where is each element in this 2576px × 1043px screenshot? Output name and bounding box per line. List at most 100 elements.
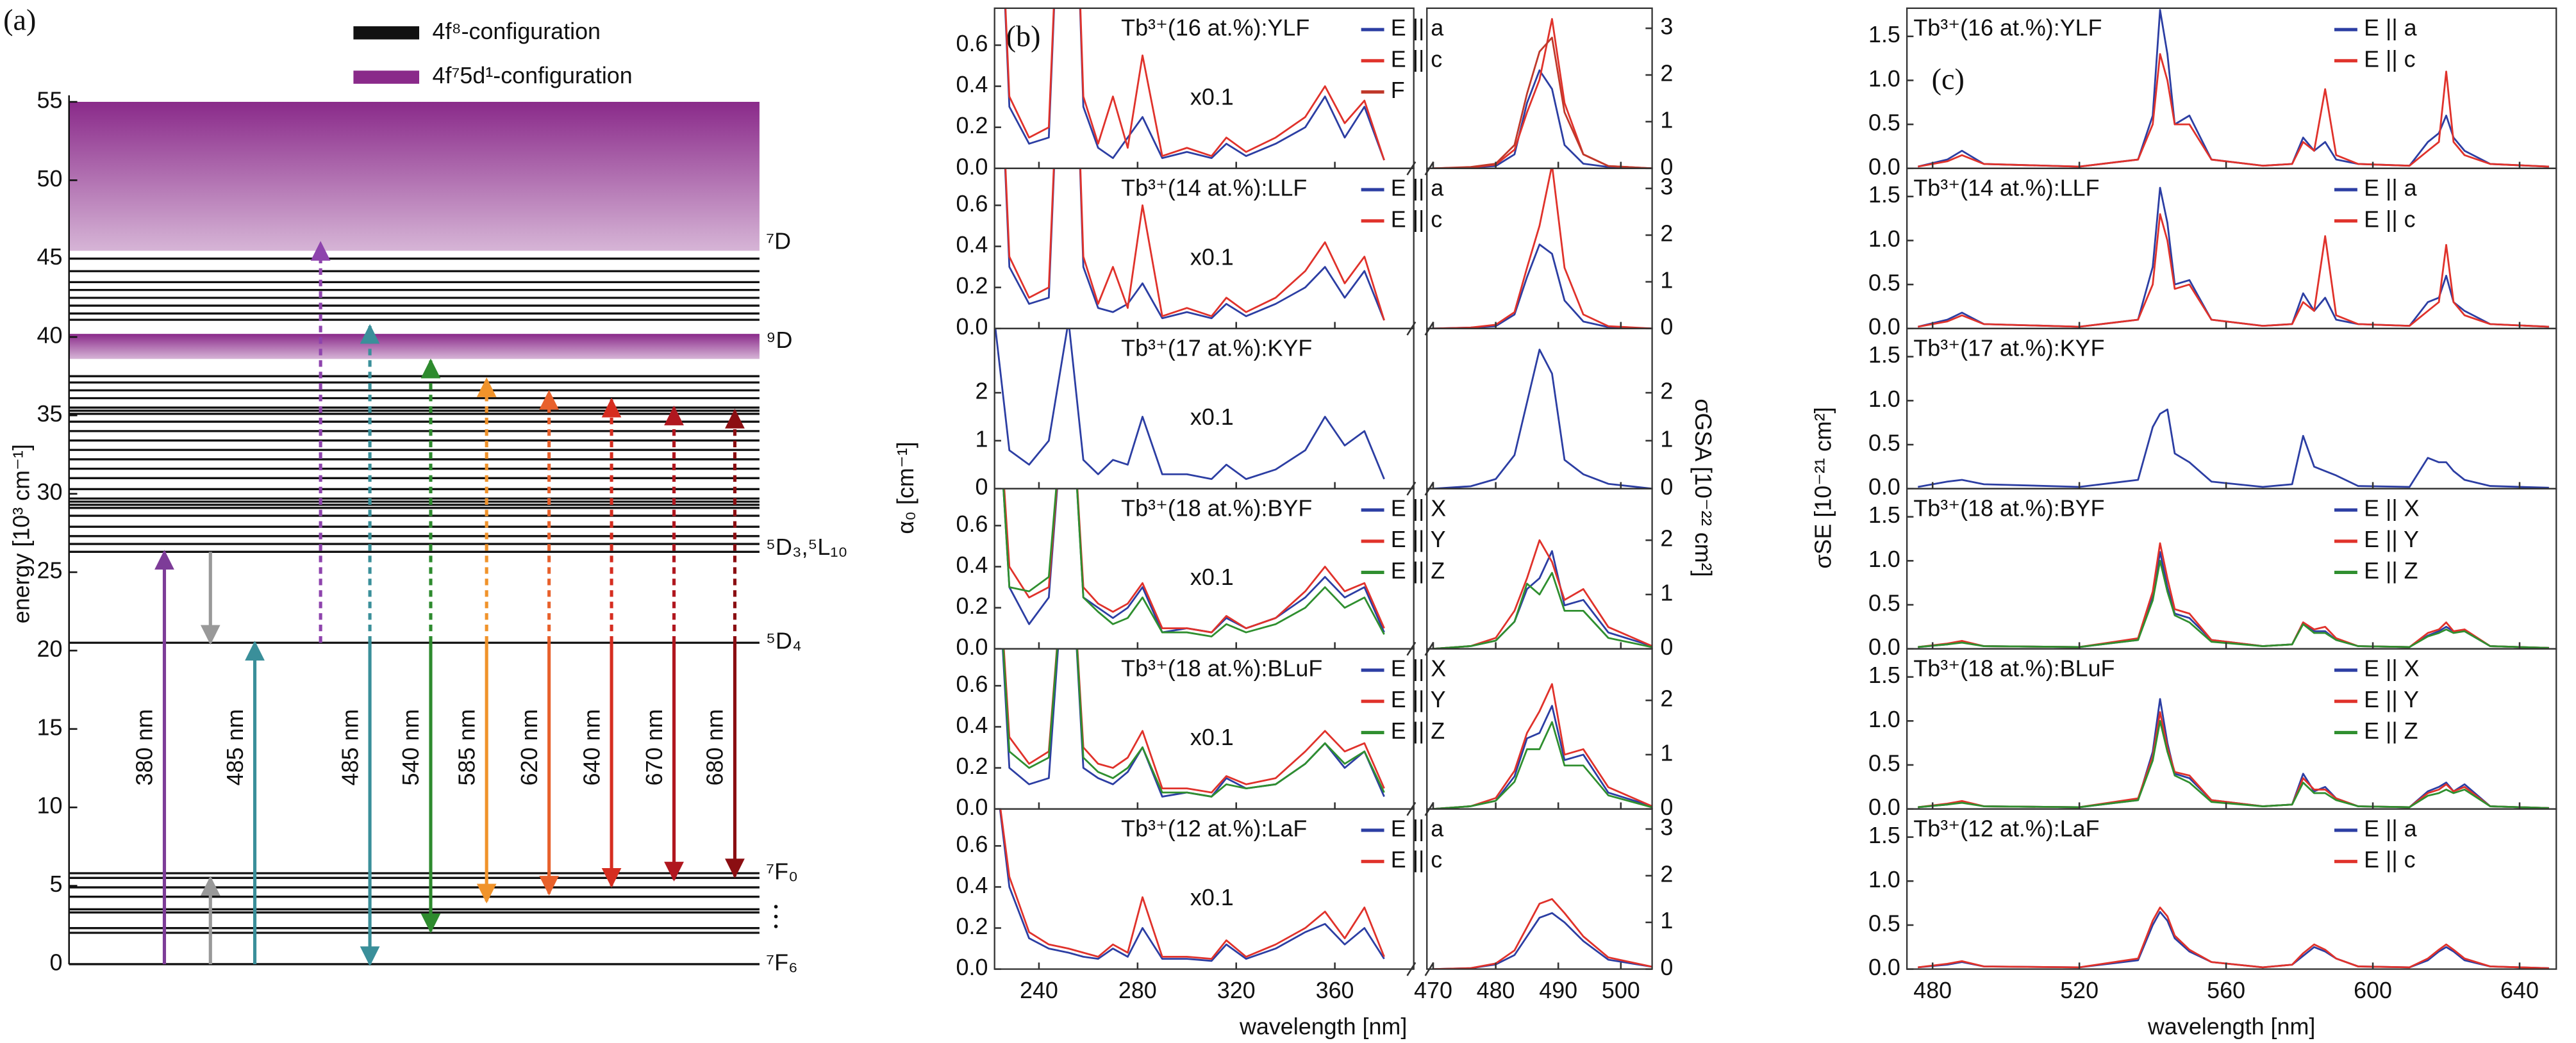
- frame: [1426, 488, 1653, 650]
- y-tick-label: 10: [37, 793, 63, 819]
- subplot-label: Tb³⁺(14 at.%):LLF: [1913, 176, 2099, 201]
- legend-label: E || a: [2364, 176, 2417, 201]
- level-label: ⁷F₀: [766, 858, 798, 884]
- y2-tick-label: 0: [1660, 154, 1673, 179]
- y2-tick-label: 2: [1660, 686, 1673, 712]
- spectrum-line: [1433, 683, 1652, 809]
- legend-swatch: [353, 70, 420, 84]
- y-tick-label: 50: [37, 166, 63, 192]
- annotation: x0.1: [1190, 84, 1234, 110]
- y-tick-label: 25: [37, 558, 63, 584]
- y-axis-label: σSE [10⁻²¹ cm²]: [1810, 407, 1836, 568]
- x-tick-label: 640: [2500, 978, 2539, 1003]
- panel-label: (b): [1006, 20, 1041, 53]
- panel-label: (c): [1932, 63, 1965, 95]
- y-tick-label: 40: [37, 323, 63, 349]
- y-tick-label: 0.2: [956, 914, 988, 939]
- band: [69, 101, 760, 251]
- y2-tick-label: 3: [1660, 814, 1673, 840]
- legend-label: E || c: [1391, 46, 1442, 72]
- x-tick-label: 520: [2060, 978, 2098, 1003]
- legend-label: E || X: [2364, 656, 2420, 682]
- spectrum-line: [1433, 539, 1652, 649]
- y-tick-label: 0.0: [1868, 634, 1900, 660]
- spectrum-line: [1433, 705, 1652, 809]
- y-axis-label: α₀ [cm⁻¹]: [893, 441, 918, 534]
- transition-label: 485 nm: [222, 709, 248, 786]
- legend-label: E || a: [2364, 816, 2417, 841]
- y-tick-label: 0.0: [956, 794, 988, 820]
- y2-tick-label: 2: [1660, 220, 1673, 246]
- y-tick-label: 35: [37, 401, 63, 427]
- x2-tick-label: 470: [1414, 978, 1452, 1003]
- x-tick-label: 280: [1118, 978, 1157, 1003]
- subplot-label: Tb³⁺(16 at.%):YLF: [1121, 15, 1309, 41]
- legend-label: E || Z: [2364, 558, 2418, 584]
- legend-label: F: [1391, 78, 1405, 103]
- y-tick-label: 1.0: [1868, 867, 1900, 892]
- y-tick-label: 0.0: [1868, 154, 1900, 179]
- y-tick-label: 0.5: [1868, 431, 1900, 456]
- y-tick-label: 1.5: [1868, 823, 1900, 848]
- y2-tick-label: 1: [1660, 107, 1673, 133]
- transition-label: 380 nm: [132, 709, 158, 786]
- y-tick-label: 0.6: [956, 31, 988, 56]
- spectrum-line: [1004, 168, 1385, 321]
- spectrum-line: [1004, 8, 1385, 161]
- y-tick-label: 0.2: [956, 113, 988, 138]
- frame: [1426, 808, 1653, 970]
- y2-tick-label: 0: [1660, 314, 1673, 340]
- legend-label: E || Z: [1391, 558, 1445, 584]
- transition-label: 640 nm: [579, 709, 604, 786]
- y-tick-label: 20: [37, 636, 63, 662]
- subplot-label: Tb³⁺(17 at.%):KYF: [1121, 336, 1312, 361]
- y2-tick-label: 1: [1660, 426, 1673, 452]
- legend-label: 4f⁷5d¹-configuration: [433, 63, 633, 88]
- subplot-label: Tb³⁺(12 at.%):LaF: [1913, 816, 2099, 841]
- spectrum-line: [1004, 8, 1385, 161]
- y2-tick-label: 0: [1660, 794, 1673, 820]
- subplot-label: Tb³⁺(12 at.%):LaF: [1121, 816, 1307, 841]
- spectrum-line: [1433, 18, 1652, 168]
- y-tick-label: 0: [50, 949, 63, 975]
- level-label: ⁹D: [766, 327, 792, 353]
- legend-label: E || c: [1391, 847, 1442, 873]
- x2-tick-label: 490: [1539, 978, 1577, 1003]
- spectrum-line: [1918, 910, 2549, 969]
- legend-label: E || c: [2364, 46, 2415, 72]
- y-tick-label: 1.5: [1868, 662, 1900, 688]
- y-tick-label: 0.0: [956, 634, 988, 660]
- legend-label: E || Y: [2364, 527, 2419, 552]
- spectrum-line: [1004, 168, 1385, 321]
- y-tick-label: 0.6: [956, 191, 988, 217]
- y-tick-label: 1.5: [1868, 502, 1900, 528]
- level-label: ⁵D₄: [766, 628, 801, 654]
- transition-label: 670 nm: [642, 709, 667, 786]
- subplot-label: Tb³⁺(18 at.%):BLuF: [1121, 656, 1322, 682]
- y-tick-label: 0.0: [1868, 474, 1900, 500]
- spectrum-line: [1433, 37, 1652, 168]
- level-label: ⁷F₆: [766, 949, 797, 975]
- spectrum-line: [1917, 186, 2549, 328]
- spectrum-line: [1433, 912, 1652, 969]
- spectrum-line: [1433, 550, 1652, 649]
- frame: [1426, 167, 1653, 329]
- legend-label: E || c: [1391, 206, 1442, 232]
- y-tick-label: 0.0: [956, 154, 988, 179]
- spectrum-line: [1433, 243, 1652, 329]
- spectrum-line: [1918, 907, 2549, 969]
- legend-label: E || c: [2364, 847, 2415, 873]
- annotation: x0.1: [1190, 564, 1234, 590]
- y-tick-label: 0.0: [1868, 955, 1900, 980]
- y-tick-label: 1.0: [1868, 546, 1900, 572]
- y2-tick-label: 1: [1660, 740, 1673, 766]
- y-tick-label: 0.6: [956, 671, 988, 697]
- frame: [1426, 7, 1653, 169]
- transition-label: 485 nm: [337, 709, 363, 786]
- y-tick-label: 2: [975, 379, 988, 404]
- frame: [993, 808, 1415, 970]
- y2-tick-label: 0: [1660, 634, 1673, 660]
- legend-label: E || Z: [1391, 718, 1445, 744]
- legend-label: E || X: [1391, 656, 1447, 682]
